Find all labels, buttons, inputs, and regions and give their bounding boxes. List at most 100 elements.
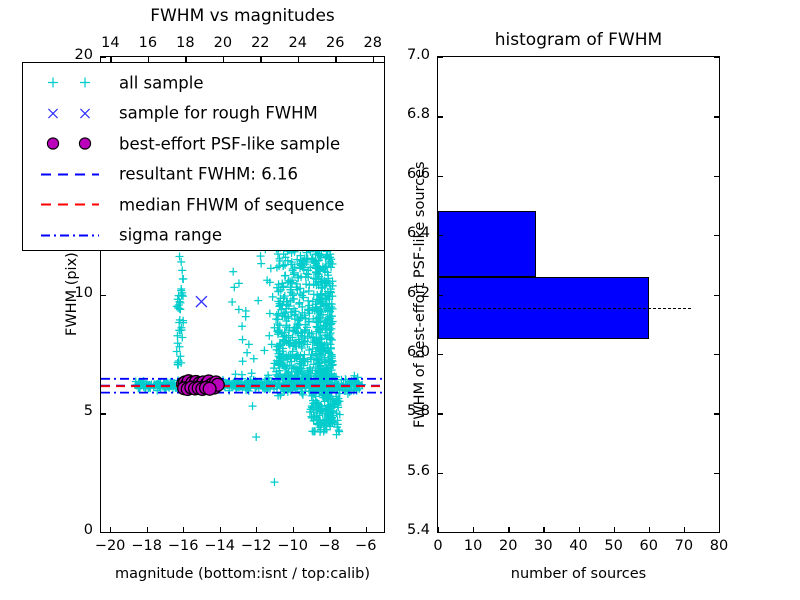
xaxis-tick-top [260, 57, 262, 62]
plus-marker [153, 386, 162, 395]
hist-xaxis-tick [683, 527, 686, 532]
plus-marker [314, 263, 323, 272]
plus-marker [177, 257, 186, 266]
plus-marker [316, 302, 325, 311]
plus-marker [304, 296, 313, 305]
plus-marker [315, 371, 324, 380]
plus-marker [172, 347, 181, 356]
hist-xaxis-tick [543, 527, 545, 532]
plus-marker [273, 327, 282, 336]
hist-yaxis-tick-right [714, 532, 719, 534]
plus-marker [229, 267, 238, 276]
xaxis-ticklabel-top: 16 [138, 35, 158, 51]
plus-marker [333, 420, 342, 429]
hist-yaxis-ticklabel: 6.2 [406, 284, 430, 301]
plus-marker [278, 335, 287, 344]
plus-marker [313, 290, 322, 299]
plus-marker [177, 358, 186, 367]
plus-marker [287, 308, 296, 317]
plus-marker [326, 329, 335, 338]
yaxis-tick [101, 532, 106, 534]
xaxis-ticklabel-bottom: −12 [240, 538, 272, 554]
plus-marker [317, 289, 326, 298]
right-yaxis-label: FWHM of best-effort PSF-like sources [412, 161, 428, 428]
right-plot-area [438, 57, 719, 532]
plus-marker [48, 77, 58, 88]
plus-marker [288, 266, 297, 275]
plus-marker [274, 326, 283, 335]
plus-marker [288, 291, 297, 300]
legend-item-label: all sample [119, 73, 204, 92]
hist-yaxis-tick [438, 235, 443, 237]
plus-marker [238, 322, 247, 331]
plus-marker [301, 336, 310, 345]
plus-marker [175, 297, 184, 306]
plus-marker [288, 276, 297, 285]
hist-xaxis-ticklabel: 30 [534, 538, 553, 554]
plus-marker [256, 252, 265, 261]
plus-marker [291, 339, 300, 348]
plus-marker [174, 303, 183, 312]
plus-marker [317, 275, 326, 284]
hist-yaxis-tick [438, 57, 443, 59]
plus-marker [178, 333, 187, 342]
hist-yaxis-tick-right [714, 116, 719, 118]
plus-marker [274, 380, 283, 389]
hist-xaxis-ticklabel: 0 [433, 538, 443, 554]
hist-yaxis-tick [438, 413, 443, 415]
plus-marker [326, 253, 335, 262]
plus-marker [326, 288, 335, 297]
plus-marker [294, 340, 303, 349]
plus-marker [326, 320, 335, 329]
plus-marker [299, 337, 308, 346]
plus-marker [323, 412, 332, 421]
plus-marker [316, 423, 325, 432]
plus-marker [260, 379, 269, 388]
plus-marker [289, 270, 298, 279]
legend-key-dashdot-line [33, 220, 113, 251]
plus-marker [293, 319, 302, 328]
yaxis-tick [101, 294, 106, 296]
plus-marker [175, 342, 184, 351]
hist-xaxis-tick [613, 527, 615, 532]
hist-xaxis-tick [648, 527, 651, 532]
plus-marker [322, 291, 331, 300]
plus-marker [265, 278, 274, 287]
plus-marker [273, 250, 282, 259]
hist-yaxis-ticklabel: 5.6 [406, 462, 430, 479]
plus-marker [238, 335, 247, 344]
yaxis-ticklabel: 10 [74, 284, 93, 301]
legend-item-label: sample for rough FWHM [119, 103, 318, 123]
cross-marker [79, 107, 91, 119]
circle-marker [46, 137, 60, 150]
plus-marker [327, 335, 336, 344]
xaxis-tick-bottom [292, 527, 294, 532]
plus-marker [318, 409, 327, 418]
circle-marker [78, 137, 92, 150]
plus-marker [279, 283, 288, 292]
xaxis-tick-top [185, 57, 187, 62]
plus-marker [299, 293, 308, 302]
plus-marker [294, 351, 303, 360]
plus-marker [296, 357, 305, 366]
plus-marker [322, 252, 331, 261]
plus-marker [176, 352, 185, 361]
yaxis-tick [101, 413, 106, 415]
xaxis-ticklabel-bottom: −14 [204, 538, 235, 554]
legend-key-dashed-line [33, 189, 113, 220]
plus-marker [252, 433, 261, 441]
plus-marker [316, 344, 325, 353]
xaxis-tick-top [147, 57, 150, 62]
plus-marker [321, 331, 330, 340]
right-xaxis-label: number of sources [510, 566, 647, 582]
legend-item: all sample [33, 67, 378, 98]
plus-marker [292, 279, 301, 288]
legend-item: sample for rough FWHM [33, 98, 378, 129]
plus-marker [238, 357, 247, 366]
yaxis-tick [101, 57, 106, 59]
plus-marker [300, 350, 309, 359]
plus-marker [311, 300, 320, 309]
plus-marker [285, 361, 294, 370]
plus-marker [302, 280, 311, 289]
plus-marker [317, 307, 326, 316]
